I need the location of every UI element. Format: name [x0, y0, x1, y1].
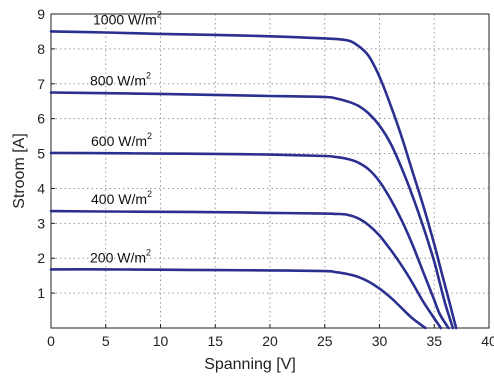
x-tick-label: 25: [317, 333, 333, 349]
x-tick-label: 35: [426, 333, 442, 349]
series-line: [49, 151, 450, 330]
series-label: 200 W/m2: [90, 247, 151, 265]
x-tick-label: 0: [47, 333, 55, 349]
series-label-superscript: 2: [146, 71, 151, 81]
y-tick-label: 3: [37, 215, 45, 231]
y-tick-label: 1: [37, 285, 45, 301]
series-lines: [49, 30, 458, 330]
x-tick-label: 40: [481, 333, 494, 349]
y-tick-label: 9: [37, 6, 45, 22]
series-label-text: 600 W/m: [91, 133, 147, 149]
series-label-superscript: 2: [146, 247, 151, 257]
series-label-superscript: 2: [147, 131, 152, 141]
grid: [51, 14, 489, 328]
x-tick-label: 30: [372, 333, 388, 349]
x-tick-label: 5: [102, 333, 110, 349]
x-tick-label: 20: [262, 333, 278, 349]
y-tick-label: 5: [37, 146, 45, 162]
y-tick-label: 7: [37, 76, 45, 92]
series-label-text: 200 W/m: [90, 249, 146, 265]
y-tick-label: 4: [37, 180, 45, 196]
series-line: [49, 30, 458, 330]
series-label-text: 800 W/m: [90, 73, 146, 89]
series-label-superscript: 2: [157, 9, 162, 19]
series-line: [49, 209, 443, 330]
series-label: 600 W/m2: [91, 131, 152, 149]
series-label: 400 W/m2: [91, 189, 152, 207]
y-axis-title: Stroom [A]: [11, 133, 28, 209]
series-label: 1000 W/m2: [93, 9, 162, 27]
series-line: [49, 268, 427, 330]
series-label-text: 1000 W/m: [93, 11, 157, 27]
series-label-text: 400 W/m: [91, 191, 147, 207]
y-tick-label: 8: [37, 41, 45, 57]
series-label-superscript: 2: [147, 189, 152, 199]
y-tick-label: 2: [37, 250, 45, 266]
y-axis-ticks: 1 2 3 4 5 6 7 8 9: [37, 6, 55, 301]
x-axis-title: Spanning [V]: [204, 356, 296, 373]
y-tick-label: 6: [37, 111, 45, 127]
series-label: 800 W/m2: [90, 71, 151, 89]
series-line: [49, 91, 455, 330]
x-tick-label: 10: [153, 333, 169, 349]
x-tick-label: 15: [207, 333, 223, 349]
x-axis-ticks: 0 5 10 15 20 25 30 35 40: [47, 324, 494, 349]
